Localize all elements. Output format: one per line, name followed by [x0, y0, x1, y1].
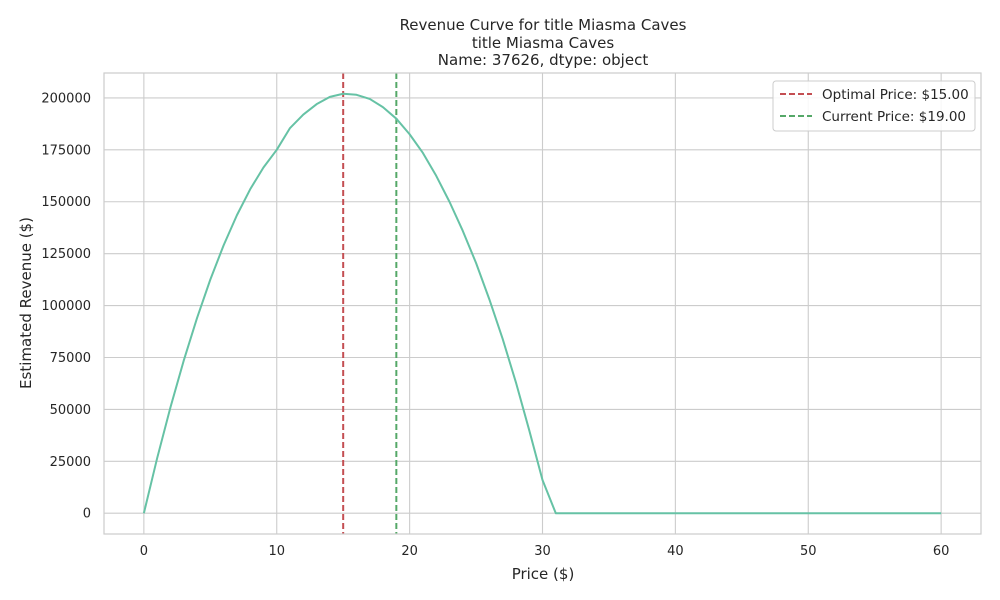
- chart-title-line-3: Name: 37626, dtype: object: [438, 51, 649, 69]
- chart-title-block: Revenue Curve for title Miasma Caves tit…: [400, 16, 687, 69]
- y-tick-label: 125000: [41, 247, 91, 262]
- plot-area-frame: [103, 72, 982, 535]
- legend: Optimal Price: $15.00 Current Price: $19…: [772, 80, 976, 132]
- reference-lines: [342, 73, 398, 534]
- y-tick-label: 0: [83, 507, 91, 522]
- y-tick-label: 100000: [41, 299, 91, 314]
- x-tick-label: 10: [268, 544, 285, 559]
- y-tick-label: 75000: [50, 351, 91, 366]
- y-tick-label: 150000: [41, 195, 91, 210]
- y-tick-label: 175000: [41, 143, 91, 158]
- y-tick-label: 50000: [50, 403, 91, 418]
- series-layer: [142, 92, 942, 515]
- x-tick-label: 40: [667, 544, 684, 559]
- legend-label-optimal-price: Optimal Price: $15.00: [822, 87, 969, 103]
- legend-label-current-price: Current Price: $19.00: [822, 109, 966, 125]
- chart-title-line-2: title Miasma Caves: [472, 34, 615, 52]
- revenue-series-line: [142, 92, 942, 515]
- x-tick-label: 30: [534, 544, 551, 559]
- legend-box: [772, 80, 976, 132]
- grid: [104, 73, 981, 534]
- y-tick-label: 25000: [50, 455, 91, 470]
- tick-labels: 0 10 20 30 40 50 60 0 25000 50000 75000 100000 12500…: [41, 91, 949, 559]
- y-axis-label: Estimated Revenue ($): [17, 217, 35, 389]
- y-tick-label: 200000: [41, 91, 91, 106]
- x-tick-label: 20: [401, 544, 418, 559]
- x-axis-label: Price ($): [512, 565, 575, 583]
- chart-title-line-1: Revenue Curve for title Miasma Caves: [400, 16, 687, 34]
- x-tick-label: 60: [933, 544, 950, 559]
- x-tick-label: 50: [800, 544, 817, 559]
- x-tick-label: 0: [140, 544, 148, 559]
